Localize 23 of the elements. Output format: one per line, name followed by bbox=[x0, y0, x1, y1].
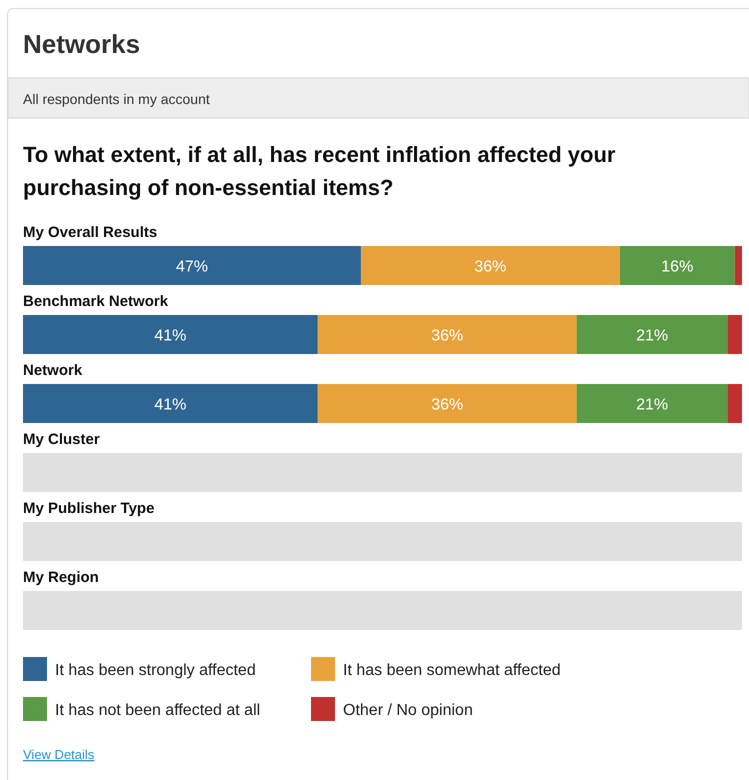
y-tick-label: My Region bbox=[23, 569, 99, 586]
data-label: 47% bbox=[176, 258, 208, 276]
legend-label: It has not been affected at all bbox=[55, 702, 260, 719]
y-tick-label: My Cluster bbox=[23, 431, 100, 448]
y-tick-label: My Publisher Type bbox=[23, 500, 154, 517]
data-label: 16% bbox=[661, 258, 694, 276]
data-label: 21% bbox=[636, 396, 668, 414]
data-label: 36% bbox=[431, 396, 464, 414]
data-label: 36% bbox=[431, 328, 464, 344]
y-tick-label: My Overall Results bbox=[23, 224, 158, 241]
y-tick-label: Benchmark Network bbox=[23, 293, 169, 310]
chart-title: Networks bbox=[23, 29, 140, 59]
data-label: 21% bbox=[636, 328, 668, 344]
chart-subtitle: All respondents in my account bbox=[23, 91, 210, 107]
legend-label: Other / No opinion bbox=[343, 702, 473, 719]
legend-label: It has been strongly affected bbox=[55, 662, 256, 679]
text: View Details bbox=[23, 747, 95, 762]
data-label: 41% bbox=[154, 328, 186, 344]
annotation: To what extent, if at all, has recent inflation affected your purchasing of non-essential items? bbox=[23, 142, 616, 200]
y-tick-label: Network bbox=[23, 362, 83, 379]
data-label: 41% bbox=[154, 396, 186, 414]
data-label: 36% bbox=[474, 258, 506, 276]
legend-label: It has been somewhat affected bbox=[343, 662, 561, 679]
